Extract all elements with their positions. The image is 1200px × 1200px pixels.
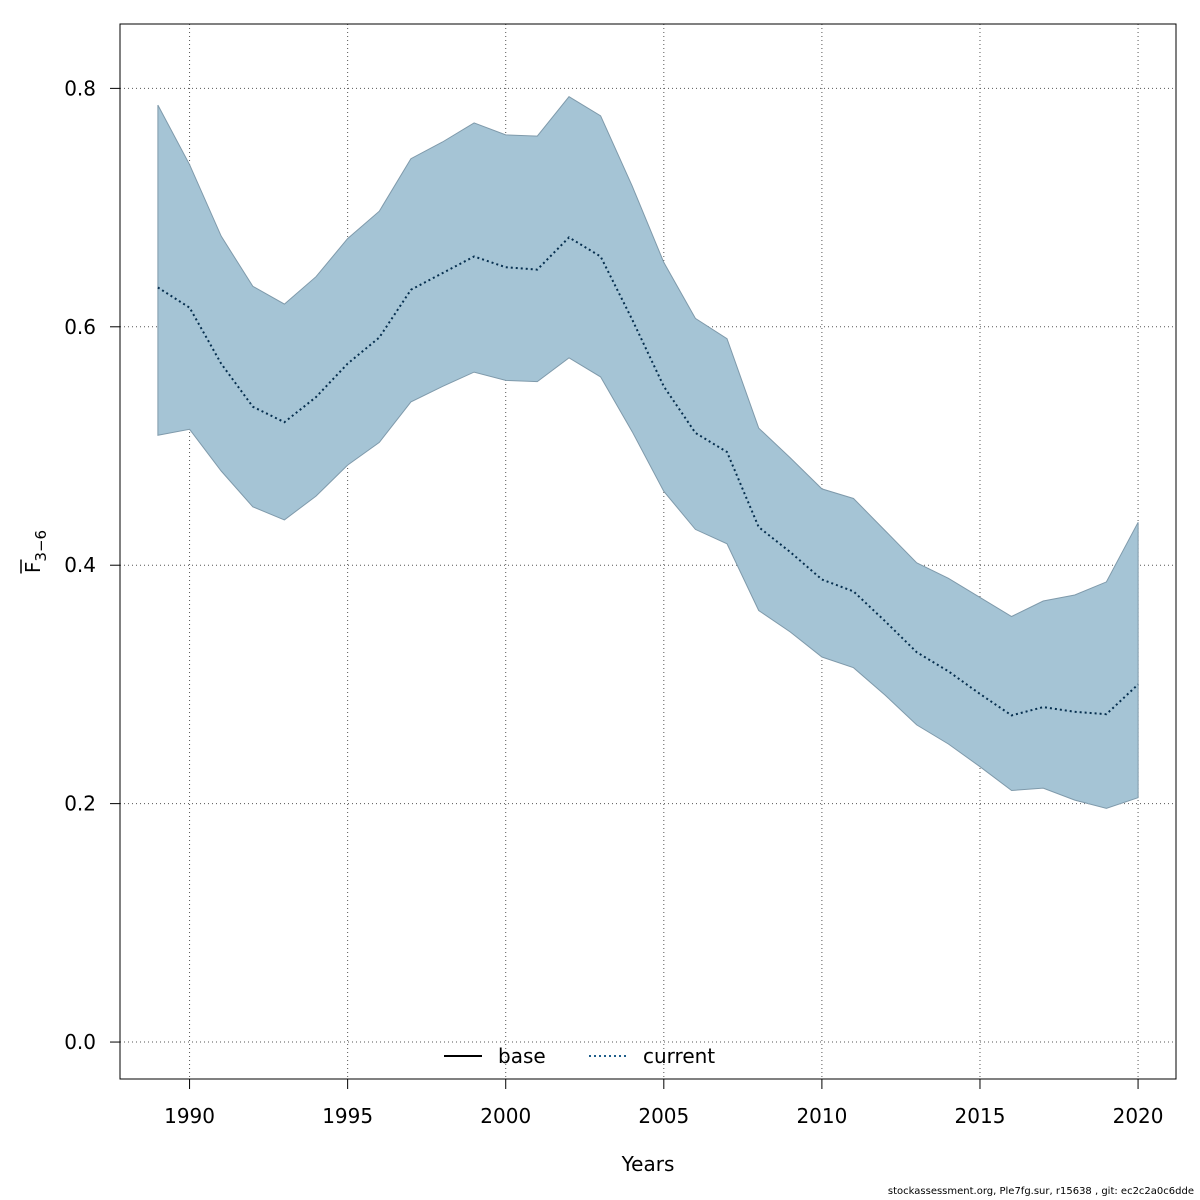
x-tick-label: 2005 [638, 1104, 689, 1128]
legend: base current [444, 1044, 715, 1068]
y-tick-label: 0.2 [64, 792, 96, 816]
series-line-current [157, 236, 1139, 717]
confidence-band-area [157, 96, 1139, 809]
grid [120, 24, 1176, 1079]
y-tick-label: 0.4 [64, 553, 96, 577]
x-tick-label: 2015 [955, 1104, 1006, 1128]
x-tick-label: 2020 [1113, 1104, 1164, 1128]
x-tick-label: 1990 [164, 1104, 215, 1128]
axes: 1990 1995 2000 2005 2010 2015 2020 0.0 0.2 0.4 0.6… [64, 76, 1163, 1128]
x-axis-title: Years [621, 1152, 675, 1176]
legend-label-current: current [643, 1044, 715, 1068]
footer-credit: stockassessment.org, Ple7fg.sur, r15638 … [887, 1186, 1194, 1197]
svg-text:F3−6: F3−6 [21, 530, 50, 573]
y-tick-label: 0.6 [64, 315, 96, 339]
y-axis-title-sub: 3−6 [32, 530, 50, 562]
series-lines [157, 236, 1139, 717]
y-axis-title: F3−6 [20, 530, 50, 574]
x-tick-label: 1995 [322, 1104, 373, 1128]
x-tick-label: 2010 [796, 1104, 847, 1128]
x-tick-label: 2000 [480, 1104, 531, 1128]
plot-frame [119, 23, 1177, 1080]
y-axis-title-main: F [21, 562, 45, 574]
confidence-band [157, 96, 1139, 809]
y-tick-label: 0.8 [64, 76, 96, 100]
y-tick-label: 0.0 [64, 1030, 96, 1054]
legend-label-base: base [498, 1044, 546, 1068]
